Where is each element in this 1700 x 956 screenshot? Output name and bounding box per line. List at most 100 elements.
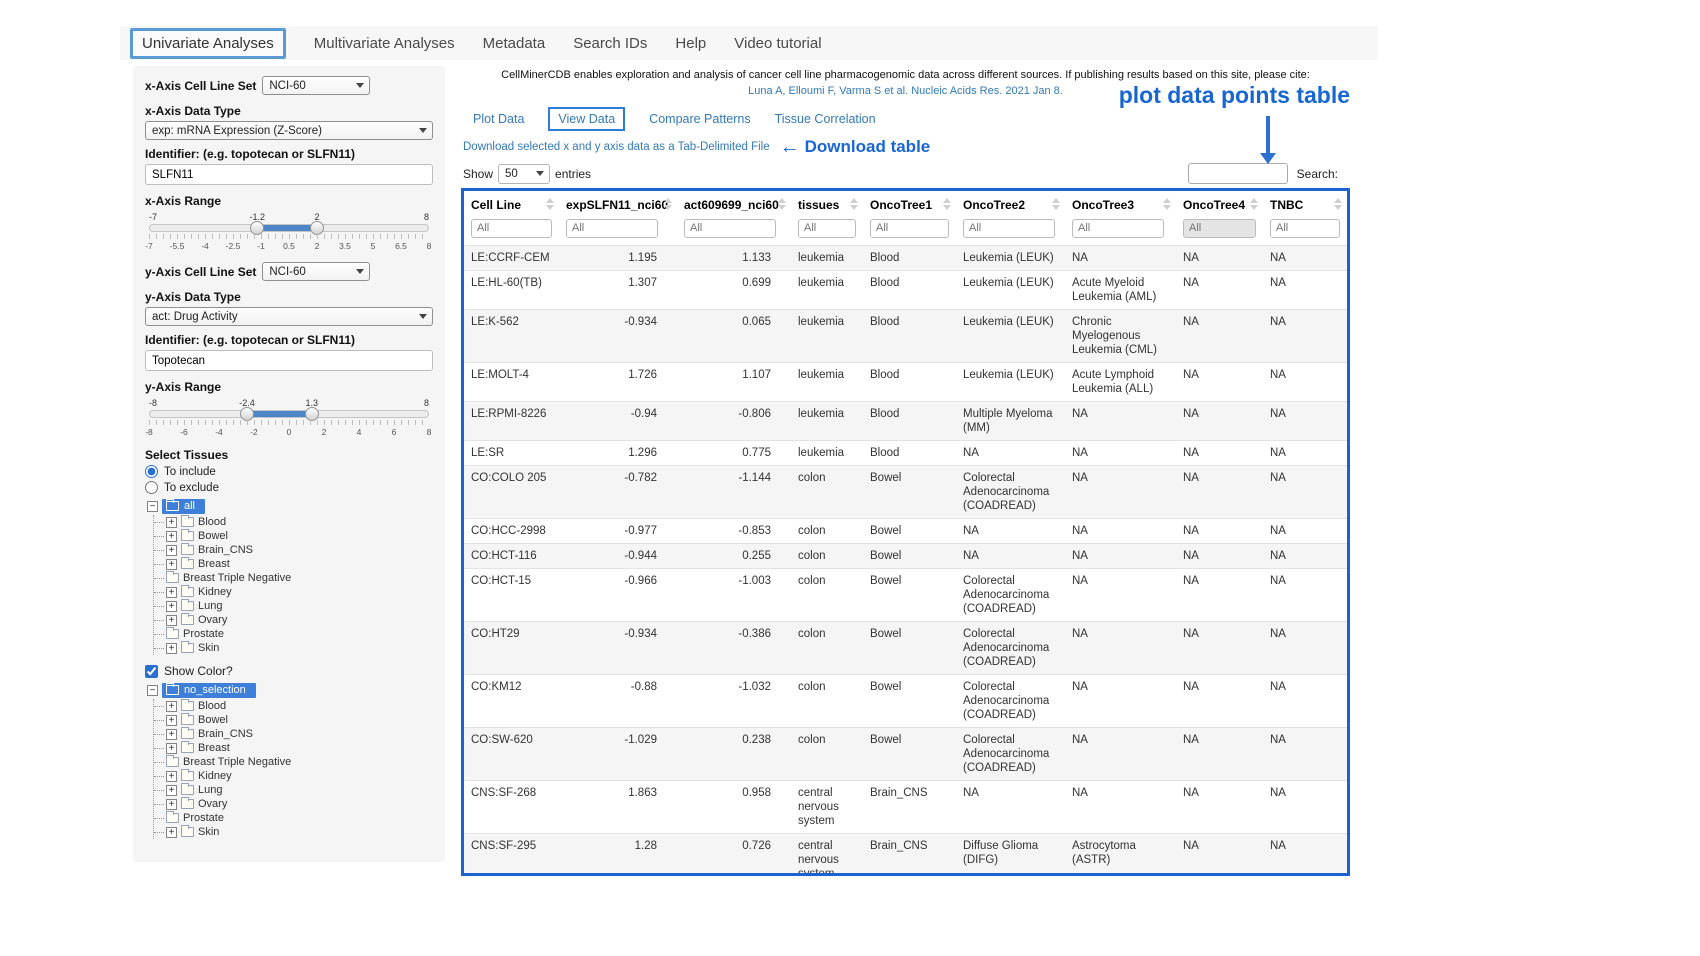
tree-root-all[interactable]: − all [147,499,433,514]
filter-input-oncotree3[interactable] [1072,218,1164,238]
nav-item-metadata[interactable]: Metadata [482,34,546,52]
expand-icon[interactable]: + [166,614,177,626]
tree-item-lung[interactable]: + Lung [154,599,433,613]
column-header-act609699-nci60[interactable]: act609699_nci60 [677,191,791,217]
y-cell-line-set-select[interactable]: NCI-60 [262,262,371,281]
x-identifier-input[interactable] [145,164,433,185]
tab-plot-data[interactable]: Plot Data [473,112,525,126]
filter-input-expslfn11-nci60[interactable] [566,218,658,238]
y-identifier-input[interactable] [145,350,433,371]
tree-item-bowel[interactable]: + Bowel [154,529,433,543]
filter-input-tnbc[interactable] [1270,218,1340,238]
tree-item-skin[interactable]: + Skin [154,825,433,839]
nav-item-search-ids[interactable]: Search IDs [573,34,648,52]
expand-icon[interactable]: + [166,642,177,654]
y-data-type-select[interactable]: act: Drug Activity [145,307,433,326]
tree-item-bowel[interactable]: + Bowel [154,713,433,727]
to-include-radio[interactable] [145,465,158,478]
slider-handle-high[interactable] [304,407,319,421]
tree-root-pill[interactable]: no_selection [162,683,256,698]
filter-input-oncotree2[interactable] [963,218,1055,238]
tree-item-prostate[interactable]: Prostate [154,627,433,641]
tab-tissue-correlation[interactable]: Tissue Correlation [774,112,876,126]
expand-icon[interactable]: + [166,600,177,612]
expand-icon[interactable]: + [166,544,177,556]
sort-icon[interactable] [664,198,672,210]
tree-item-breast-triple-negative[interactable]: Breast Triple Negative [154,755,433,769]
x-data-type-select[interactable]: exp: mRNA Expression (Z-Score) [145,121,433,140]
expand-icon[interactable]: + [166,558,177,570]
tree-item-kidney[interactable]: + Kidney [154,769,433,783]
column-header-tnbc[interactable]: TNBC [1263,191,1347,217]
sort-icon[interactable] [850,198,858,210]
sort-icon[interactable] [546,198,554,210]
sort-icon[interactable] [1163,198,1171,210]
expand-icon[interactable]: + [166,714,177,726]
search-input[interactable] [1187,163,1288,184]
column-header-tissues[interactable]: tissues [791,191,863,217]
expand-icon[interactable]: + [166,784,177,796]
expand-icon[interactable]: + [166,770,177,782]
expand-icon[interactable]: + [166,742,177,754]
tree-item-breast-triple-negative[interactable]: Breast Triple Negative [154,571,433,585]
tree-item-blood[interactable]: + Blood [154,515,433,529]
sort-icon[interactable] [778,198,786,210]
filter-input-oncotree4[interactable] [1183,218,1256,238]
collapse-icon[interactable]: − [147,685,158,696]
to-exclude-radio[interactable] [145,481,158,494]
expand-icon[interactable]: + [166,728,177,740]
tree-item-blood[interactable]: + Blood [154,699,433,713]
sort-icon[interactable] [943,198,951,210]
nav-item-help[interactable]: Help [675,34,707,52]
sort-icon[interactable] [1334,198,1342,210]
nav-item-univariate-analyses[interactable]: Univariate Analyses [130,27,286,59]
filter-input-cell-line[interactable] [471,218,552,238]
filter-input-tissues[interactable] [798,218,856,238]
tree-item-breast[interactable]: + Breast [154,557,433,571]
column-header-expslfn11-nci60[interactable]: expSLFN11_nci60 [559,191,677,217]
slider-handle-low[interactable] [240,407,255,421]
column-header-oncotree1[interactable]: OncoTree1 [863,191,956,217]
slider-track[interactable] [149,407,429,421]
radio-to-exclude[interactable]: To exclude [145,481,433,494]
tree-item-ovary[interactable]: + Ovary [154,797,433,811]
entries-select[interactable]: 50 [498,163,551,184]
sort-icon[interactable] [1052,198,1060,210]
show-color-checkbox[interactable] [145,664,158,678]
expand-icon[interactable]: + [166,826,177,838]
expand-icon[interactable]: + [166,516,177,528]
tree-item-kidney[interactable]: + Kidney [154,585,433,599]
column-header-oncotree3[interactable]: OncoTree3 [1065,191,1176,217]
tree-item-brain-cns[interactable]: + Brain_CNS [154,727,433,741]
download-link[interactable]: Download selected x and y axis data as a… [463,141,770,153]
tab-compare-patterns[interactable]: Compare Patterns [649,112,751,126]
nav-item-multivariate-analyses[interactable]: Multivariate Analyses [313,34,455,52]
tree-item-skin[interactable]: + Skin [154,641,433,655]
radio-to-include[interactable]: To include [145,465,433,478]
tree-item-lung[interactable]: + Lung [154,783,433,797]
expand-icon[interactable]: + [166,700,177,712]
column-header-cell-line[interactable]: Cell Line [464,191,559,217]
x-cell-line-set-select[interactable]: NCI-60 [262,76,371,95]
filter-input-act609699-nci60[interactable] [684,218,776,238]
tree-item-breast[interactable]: + Breast [154,741,433,755]
filter-input-oncotree1[interactable] [870,218,949,238]
citation-link[interactable]: Luna A, Elloumi F, Varma S et al. Nuclei… [748,85,1063,97]
collapse-icon[interactable]: − [147,501,158,512]
tab-view-data[interactable]: View Data [548,107,626,131]
sort-icon[interactable] [1250,198,1258,210]
show-color-row[interactable]: Show Color? [145,664,433,678]
expand-icon[interactable]: + [166,586,177,598]
tree-item-prostate[interactable]: Prostate [154,811,433,825]
column-header-oncotree2[interactable]: OncoTree2 [956,191,1065,217]
slider-handle-high[interactable] [309,221,324,235]
tree-item-ovary[interactable]: + Ovary [154,613,433,627]
slider-handle-low[interactable] [250,221,265,235]
tree-root-no-selection[interactable]: − no_selection [147,683,433,698]
expand-icon[interactable]: + [166,798,177,810]
expand-icon[interactable]: + [166,530,177,542]
column-header-oncotree4[interactable]: OncoTree4 [1176,191,1263,217]
nav-item-video-tutorial[interactable]: Video tutorial [734,34,822,52]
tree-item-brain-cns[interactable]: + Brain_CNS [154,543,433,557]
tree-root-pill[interactable]: all [162,499,206,514]
